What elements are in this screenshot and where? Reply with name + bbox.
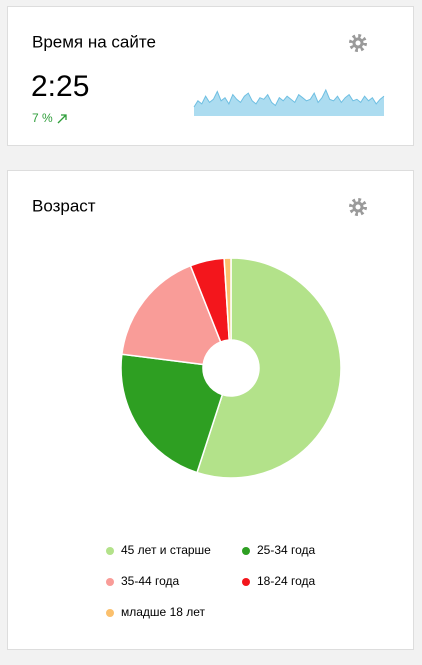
settings-icon[interactable] (349, 198, 367, 216)
sparkline (193, 88, 385, 116)
pie-slice (196, 257, 342, 479)
card-title: Время на сайте (32, 32, 156, 51)
trend-arrow (57, 114, 67, 124)
pie-slice (121, 264, 222, 366)
legend-marker (242, 578, 250, 586)
pie-chart (120, 257, 342, 479)
legend: 45 лет и старше 25-34 года 35-44 года 18-24… (106, 543, 316, 619)
legend-label: 25-34 года (257, 543, 316, 557)
metric-change: 7 % (32, 111, 53, 125)
legend-label: 35-44 года (121, 574, 180, 588)
legend-label: младше 18 лет (121, 605, 206, 619)
time-card (7, 6, 414, 146)
legend-marker (242, 547, 250, 555)
pie-slice (223, 257, 232, 341)
card-title: Возраст (32, 196, 96, 215)
legend-marker (106, 547, 114, 555)
legend-label: 45 лет и старше (121, 543, 211, 557)
legend-label: 18-24 года (257, 574, 316, 588)
metric-value: 2:25 (31, 70, 89, 103)
pie-slice (120, 353, 224, 474)
legend-marker (106, 578, 114, 586)
settings-icon[interactable] (349, 34, 367, 52)
sparkline-area (194, 90, 384, 116)
sparkline-line (193, 88, 385, 108)
legend-marker (106, 609, 114, 617)
